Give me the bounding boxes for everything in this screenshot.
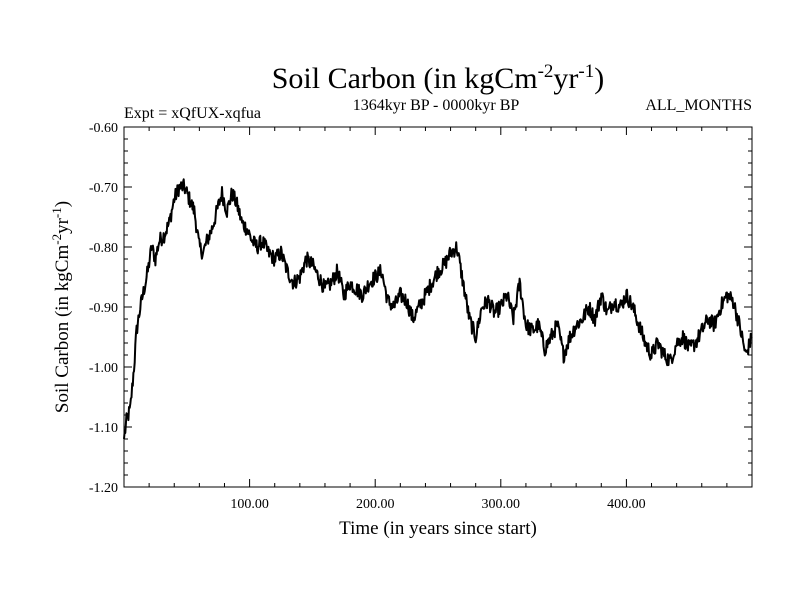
y-tick-label: -0.70 [89,181,118,196]
y-tick-label: -1.10 [89,421,118,436]
x-axis-label: Time (in years since start) [339,518,537,539]
series-line-soil-carbon [123,178,753,440]
y-axis-label: Soil Carbon (in kgCm-2yr-1) [49,201,73,413]
y-tick-label: -0.80 [89,241,118,256]
x-tick-label: 200.00 [356,497,395,512]
chart-title: Soil Carbon (in kgCm-2yr-1) [272,61,605,95]
chart-subtitle: 1364kyr BP - 0000kyr BP [353,97,520,114]
y-tick-label: -1.00 [89,361,118,376]
y-tick-label: -0.90 [89,301,118,316]
months-label: ALL_MONTHS [645,97,752,114]
y-axis: -0.60 -0.70 -0.80 -0.90 -1.00 -1.10 -1.20 [89,121,752,496]
x-tick-label: 400.00 [607,497,646,512]
x-axis: 100.00 200.00 300.00 400.00 [148,127,728,512]
x-tick-label: 100.00 [230,497,269,512]
plot-frame [123,126,753,488]
x-tick-label: 300.00 [482,497,521,512]
y-tick-label: -1.20 [89,481,118,496]
y-tick-label: -0.60 [89,121,118,136]
experiment-label: Expt = xQfUX-xqfua [124,105,261,122]
